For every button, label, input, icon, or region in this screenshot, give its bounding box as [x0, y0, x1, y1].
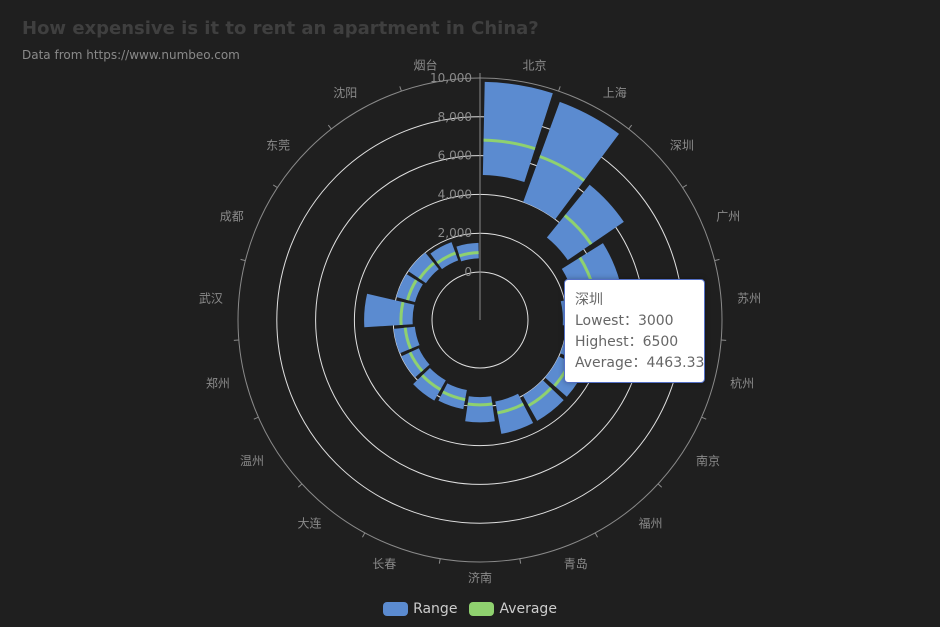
angle-tick [297, 483, 303, 488]
angle-tick [327, 124, 332, 130]
tooltip-category: 深圳 [575, 292, 603, 308]
legend-swatch-average [469, 602, 495, 616]
category-label: 沈阳 [333, 85, 357, 100]
category-label: 东莞 [266, 138, 290, 152]
category-label: 济南 [468, 570, 492, 585]
legend-item-average[interactable]: Average [469, 601, 557, 617]
average-mark [458, 251, 479, 258]
angle-tick [701, 416, 707, 420]
chart-subtitle: Data from https://www.numbeo.com [22, 48, 240, 62]
category-label: 福州 [638, 516, 662, 531]
category-label: 南京 [696, 453, 720, 468]
angle-tick [438, 558, 441, 564]
average-mark [442, 390, 466, 402]
legend-item-range[interactable]: Range [383, 601, 457, 617]
category-label: 郑州 [206, 375, 230, 390]
range-bar [456, 242, 479, 262]
average-mark [483, 138, 536, 151]
category-label: 青岛 [564, 556, 588, 571]
category-label: 成都 [220, 209, 244, 223]
category-label: 苏州 [737, 292, 761, 306]
tooltip-highest: Highest：6500 [575, 334, 679, 350]
radius-tick-label: 8,000 [438, 110, 472, 124]
range-bar [495, 393, 534, 434]
average-mark [399, 301, 405, 326]
range-bar [465, 396, 495, 423]
radius-tick-label: 10,000 [430, 71, 472, 85]
angle-tick [240, 258, 246, 262]
category-label: 上海 [603, 85, 627, 100]
category-label: 温州 [240, 454, 264, 468]
category-label: 北京 [522, 59, 546, 73]
average-mark [408, 351, 424, 373]
angle-tick [657, 483, 663, 488]
angle-tick [682, 184, 688, 189]
category-label: 广州 [716, 209, 740, 223]
average-mark [527, 387, 553, 407]
category-label: 大连 [298, 516, 322, 531]
angle-tick [519, 558, 522, 564]
angle-tick [253, 416, 259, 420]
legend-label-average: Average [499, 601, 557, 617]
legend-swatch-range [383, 602, 409, 616]
radius-tick-label: 0 [464, 265, 472, 279]
category-label: 烟台 [414, 58, 438, 73]
tooltip-average: Average：4463.33 [575, 355, 705, 371]
range-bar [482, 81, 553, 182]
chart-title: How expensive is it to rent an apartment… [22, 18, 539, 39]
average-mark [467, 402, 493, 407]
radius-tick-label: 2,000 [438, 226, 472, 240]
average-mark [421, 374, 442, 391]
range-bar [408, 252, 439, 284]
legend: Range Average [0, 601, 940, 617]
angle-tick [628, 124, 633, 130]
legend-label-range: Range [413, 601, 458, 617]
range-bar [413, 367, 446, 401]
average-mark [563, 214, 593, 246]
category-label: 杭州 [730, 375, 754, 390]
average-mark [436, 251, 457, 265]
category-label: 长春 [372, 557, 396, 571]
range-bar [546, 184, 624, 261]
tooltip-lowest: Lowest：3000 [575, 313, 674, 329]
category-label: 深圳 [670, 138, 694, 152]
average-mark [497, 402, 525, 415]
radius-tick-label: 6,000 [438, 149, 472, 163]
average-mark [418, 261, 435, 280]
average-mark [539, 155, 586, 182]
radius-tick-label: 4,000 [438, 187, 472, 201]
angle-tick [399, 86, 402, 92]
angle-tick [594, 532, 598, 538]
angle-tick [558, 86, 561, 92]
average-mark [406, 279, 418, 301]
angle-tick [272, 184, 278, 189]
angle-tick [362, 532, 366, 538]
range-bar [523, 101, 620, 220]
angle-tick [714, 258, 720, 262]
category-label: 武汉 [199, 292, 223, 306]
range-bar [522, 380, 564, 421]
average-mark [403, 327, 412, 350]
tooltip: 深圳 Lowest：3000 Highest：6500 Average：4463… [564, 279, 705, 383]
